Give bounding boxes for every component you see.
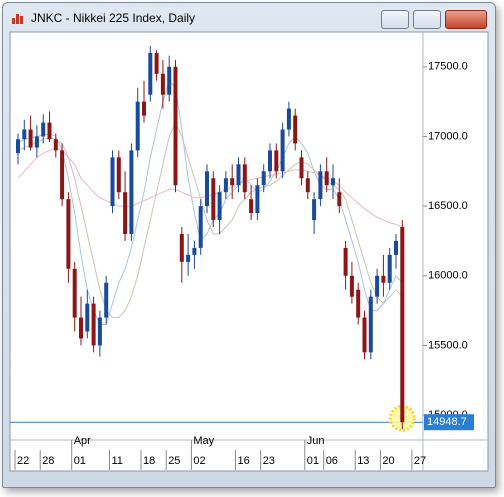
last-price-label: 14948.7 bbox=[427, 416, 467, 428]
minimize-button[interactable] bbox=[381, 10, 409, 29]
close-button[interactable] bbox=[445, 10, 487, 29]
moving-average bbox=[17, 147, 403, 228]
candle-body bbox=[368, 296, 373, 353]
candle-body bbox=[34, 136, 39, 148]
candle-body bbox=[387, 254, 392, 283]
y-tick-label: 17000.0 bbox=[428, 130, 468, 142]
candle-body bbox=[394, 240, 398, 255]
x-tick-label: 27 bbox=[414, 455, 426, 467]
x-tick-label: 20 bbox=[382, 455, 394, 467]
candle-body bbox=[331, 178, 335, 186]
x-tick-label: 06 bbox=[326, 455, 338, 467]
candle-body bbox=[318, 171, 323, 200]
candle-body bbox=[160, 73, 165, 95]
y-tick-label: 16000.0 bbox=[428, 270, 468, 282]
y-tick-label: 16500.0 bbox=[428, 200, 468, 212]
candle-body bbox=[286, 108, 291, 130]
candle-body bbox=[356, 289, 361, 318]
month-label: Apr bbox=[74, 435, 91, 447]
candle-body bbox=[268, 150, 272, 172]
candle-body bbox=[242, 164, 247, 193]
last-price-box bbox=[424, 414, 474, 431]
candle-body bbox=[362, 317, 367, 353]
x-tick-label: 28 bbox=[42, 455, 54, 467]
candle-body bbox=[192, 247, 197, 255]
candle-body bbox=[337, 192, 342, 207]
candle-body bbox=[186, 254, 191, 262]
candle-body bbox=[91, 303, 96, 346]
candle-body bbox=[79, 317, 83, 339]
candle-body bbox=[255, 185, 260, 214]
candle-body bbox=[28, 129, 33, 148]
candle-body bbox=[179, 233, 184, 262]
month-label: Jun bbox=[307, 435, 325, 447]
candle-body bbox=[85, 303, 90, 332]
candle-body bbox=[173, 66, 178, 186]
candle-body bbox=[41, 122, 46, 137]
candle-body bbox=[293, 115, 298, 144]
candle-body bbox=[375, 275, 380, 297]
candle-body bbox=[97, 317, 102, 346]
candle-body bbox=[349, 275, 354, 297]
x-tick-label: 23 bbox=[263, 455, 275, 467]
candle-body bbox=[230, 178, 235, 186]
candle-body bbox=[104, 282, 109, 318]
title-bar: JNKC - Nikkei 225 Index, Daily bbox=[3, 3, 495, 33]
x-tick-label: 18 bbox=[143, 455, 155, 467]
candle-body bbox=[198, 206, 203, 248]
candle-body bbox=[167, 66, 172, 95]
candle-body bbox=[312, 199, 317, 221]
candle-body bbox=[16, 139, 20, 154]
candle-body bbox=[261, 171, 266, 186]
candle-body bbox=[110, 157, 115, 207]
candle-body bbox=[47, 122, 52, 140]
candle-body bbox=[343, 247, 348, 276]
candle-body bbox=[274, 150, 279, 172]
candle-body bbox=[123, 192, 128, 234]
candle-body bbox=[22, 129, 27, 140]
month-label: May bbox=[193, 435, 214, 447]
candle-body bbox=[381, 275, 386, 283]
candle-body bbox=[211, 178, 216, 221]
candle-body bbox=[324, 171, 329, 186]
moving-average bbox=[17, 121, 403, 319]
candle-body bbox=[249, 199, 254, 214]
candle-body bbox=[205, 171, 209, 207]
candle-body bbox=[148, 52, 153, 95]
x-tick-label: 16 bbox=[238, 455, 250, 467]
x-tick-label: 11 bbox=[112, 455, 123, 467]
candle-body bbox=[223, 178, 228, 193]
x-tick-label: 22 bbox=[17, 455, 29, 467]
y-tick-label: 17500.0 bbox=[428, 61, 468, 73]
candle-body bbox=[116, 157, 121, 193]
candle-body bbox=[217, 192, 222, 221]
candle-body bbox=[72, 268, 77, 318]
candle-body bbox=[236, 164, 241, 186]
x-tick-label: 01 bbox=[74, 455, 86, 467]
candle-body bbox=[53, 139, 58, 151]
candle-body bbox=[129, 150, 134, 234]
candle-body bbox=[305, 178, 310, 193]
app-icon bbox=[12, 14, 23, 24]
candle-body bbox=[60, 150, 65, 200]
candle-body bbox=[400, 227, 405, 423]
candle-body bbox=[280, 129, 285, 172]
candle-body bbox=[154, 52, 159, 74]
x-tick-label: 13 bbox=[357, 455, 369, 467]
candle-body bbox=[135, 101, 140, 151]
maximize-button[interactable] bbox=[413, 10, 441, 29]
y-tick-label: 15500.0 bbox=[428, 339, 468, 351]
x-tick-label: 01 bbox=[307, 455, 319, 467]
window-title: JNKC - Nikkei 225 Index, Daily bbox=[31, 11, 196, 25]
candle-body bbox=[299, 157, 304, 179]
candle-body bbox=[66, 199, 71, 269]
x-tick-label: 25 bbox=[168, 455, 180, 467]
chart-frame bbox=[9, 31, 489, 472]
candle-body bbox=[142, 101, 146, 116]
x-tick-label: 02 bbox=[193, 455, 205, 467]
